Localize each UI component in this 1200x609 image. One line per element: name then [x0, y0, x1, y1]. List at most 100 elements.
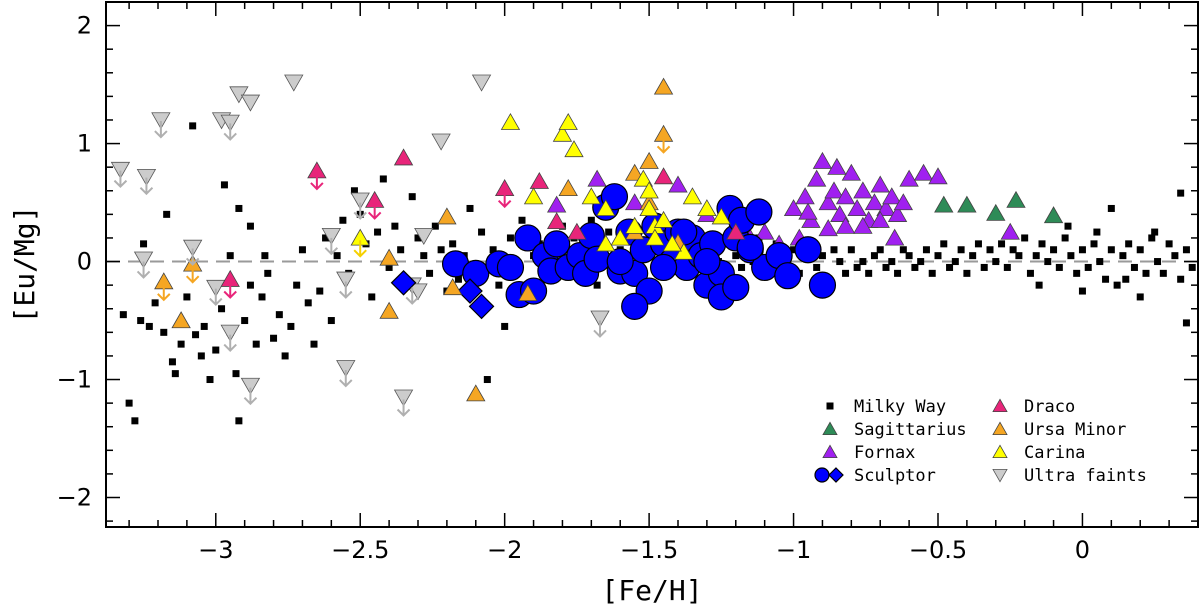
milky-way-point	[235, 417, 243, 425]
carina-point	[500, 112, 521, 130]
milky-way-point	[1032, 252, 1040, 260]
milky-way-point	[518, 216, 526, 224]
ultra-faints-point	[321, 227, 342, 245]
upper-limit-arrow	[593, 320, 607, 338]
milky-way-point	[310, 340, 318, 348]
milky-way-point	[270, 334, 278, 342]
ultra-faints-point	[284, 74, 304, 92]
ursa-minor-point	[558, 179, 578, 197]
milky-way-point	[853, 263, 861, 271]
milky-way-point	[212, 346, 220, 354]
milky-way-point	[333, 252, 341, 260]
legend-marker	[822, 444, 838, 459]
sculptor-point	[606, 247, 634, 276]
milky-way-point	[963, 269, 971, 277]
milky-way-point	[1021, 234, 1029, 242]
milky-way-point	[940, 240, 948, 248]
series-ursa-minor	[154, 77, 688, 402]
milky-way-point	[1035, 281, 1043, 289]
fornax-point	[870, 175, 890, 193]
milky-way-point	[587, 216, 595, 224]
upper-limit-arrow	[223, 123, 237, 141]
fornax-point	[587, 169, 607, 187]
milky-way-point	[836, 258, 844, 266]
ultra-faints-point	[336, 360, 356, 378]
milky-way-point	[327, 317, 335, 325]
carina-point	[697, 199, 717, 217]
milky-way-point	[1177, 275, 1185, 283]
milky-way-point	[1122, 275, 1130, 283]
milky-way-point	[385, 263, 393, 271]
milky-way-point	[197, 352, 205, 360]
milky-way-point	[992, 258, 1000, 266]
milky-way-point	[220, 181, 228, 189]
fornax-point	[827, 157, 847, 175]
fornax-point	[835, 187, 856, 205]
milky-way-point	[790, 246, 798, 254]
carina-point	[633, 169, 654, 187]
legend: Milky Way Sagittarius Fornax Sculptor Draco U…	[814, 397, 1147, 486]
legend-label: Milky Way	[854, 397, 946, 417]
milky-way-point	[466, 204, 474, 212]
sculptor-diamond-point	[457, 278, 483, 304]
milky-way-point	[449, 240, 457, 248]
milky-way-point	[593, 281, 601, 289]
legend-label: Ursa Minor	[1024, 420, 1126, 440]
milky-way-point	[379, 175, 387, 183]
legend-marker	[814, 467, 830, 483]
ultra-faints-point	[393, 389, 414, 407]
milky-way-point	[145, 322, 153, 330]
upper-limit-arrow	[324, 237, 339, 256]
milky-way-point	[501, 322, 509, 330]
ultra-faints-point	[136, 169, 157, 186]
ultra-faints-point	[408, 283, 428, 301]
milky-way-point	[1009, 246, 1017, 254]
milky-way-point	[287, 322, 295, 330]
milky-way-point	[275, 311, 283, 319]
milky-way-point	[408, 193, 416, 201]
milky-way-point	[454, 275, 462, 283]
ultra-faints-point	[350, 192, 370, 210]
milky-way-point	[397, 246, 405, 254]
upper-limit-arrow	[353, 240, 367, 258]
milky-way-point	[252, 340, 260, 348]
upper-limit-arrow	[154, 121, 168, 139]
milky-way-point	[951, 258, 959, 266]
sagittarius-point	[1043, 206, 1064, 224]
milky-way-point	[917, 258, 925, 266]
carina-point	[639, 199, 659, 217]
milky-way-point	[1038, 240, 1046, 248]
milky-way-point	[732, 252, 740, 260]
plot-area	[106, 74, 1198, 425]
ultra-faints-point	[240, 377, 261, 395]
milky-way-point	[911, 263, 919, 271]
carina-point	[564, 140, 584, 158]
milky-way-point	[151, 299, 159, 307]
milky-way-point	[1182, 319, 1190, 327]
ursa-minor-point	[379, 301, 399, 319]
milky-way-point	[605, 228, 613, 236]
milky-way-point	[1107, 204, 1115, 212]
milky-way-point	[1064, 222, 1072, 230]
sculptor-point	[794, 236, 822, 264]
sculptor-point	[736, 233, 764, 261]
milky-way-point	[1044, 258, 1052, 266]
milky-way-point	[506, 234, 514, 242]
legend-marker	[826, 402, 834, 410]
ultra-faints-point	[240, 94, 261, 112]
milky-way-point	[1113, 281, 1121, 289]
milky-way-point	[298, 246, 306, 254]
ursa-minor-point	[466, 384, 486, 402]
milky-way-point	[483, 376, 491, 384]
fornax-point	[893, 193, 914, 211]
fornax-point	[928, 167, 948, 185]
fornax-point	[830, 205, 850, 222]
milky-way-point	[1130, 263, 1138, 271]
ultra-faints-point	[182, 239, 203, 257]
milky-way-point	[946, 263, 954, 271]
milky-way-point	[1003, 263, 1011, 271]
legend-entry-milky-way: Milky Way	[826, 397, 946, 417]
legend-entry-sagittarius: Sagittarius	[822, 420, 967, 440]
milky-way-point	[957, 246, 965, 254]
